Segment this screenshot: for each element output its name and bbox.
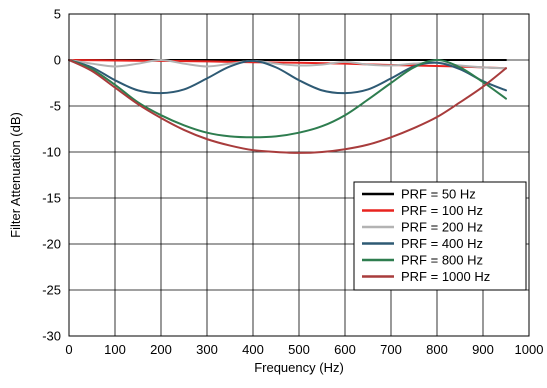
y-tick-label: -5: [49, 99, 61, 114]
series-line-3: [68, 59, 507, 95]
y-tick-label: -25: [42, 283, 61, 298]
plot-area-frame: [68, 13, 530, 337]
y-axis-title: Filter Attenuation (dB): [8, 112, 23, 238]
series-line-4: [68, 59, 507, 139]
legend-label-1: PRF = 100 Hz: [401, 203, 483, 218]
legend-label-0: PRF = 50 Hz: [401, 187, 476, 202]
legend-label-3: PRF = 400 Hz: [401, 236, 483, 251]
x-tick-label: 0: [65, 342, 72, 357]
x-axis-title: Frequency (Hz): [254, 360, 344, 375]
x-tick-label: 600: [334, 342, 356, 357]
x-tick-label: 200: [150, 342, 172, 357]
x-tick-label: 700: [380, 342, 402, 357]
legend-label-5: PRF = 1000 Hz: [401, 269, 490, 284]
x-tick-label: 1000: [515, 342, 544, 357]
y-tick-label: 5: [54, 7, 61, 22]
x-tick-label: 500: [288, 342, 310, 357]
x-tick-label: 300: [196, 342, 218, 357]
series-layer: [68, 59, 507, 154]
x-tick-label: 100: [104, 342, 126, 357]
legend-label-4: PRF = 800 Hz: [401, 253, 483, 268]
y-tick-label: 0: [54, 53, 61, 68]
legend-label-2: PRF = 200 Hz: [401, 220, 483, 235]
y-tick-label: -20: [42, 237, 61, 252]
y-tick-label: -15: [42, 191, 61, 206]
x-tick-label: 900: [472, 342, 494, 357]
y-tick-label: -10: [42, 145, 61, 160]
legend-box: [353, 181, 527, 291]
series-line-5: [68, 59, 507, 154]
axis-ticks: 0 100 200 300 400 500 600 700 800 900 1000 5 0 -5 -10 -…: [42, 7, 543, 358]
y-tick-label: -30: [42, 329, 61, 344]
x-tick-label: 400: [242, 342, 264, 357]
x-tick-label: 800: [426, 342, 448, 357]
